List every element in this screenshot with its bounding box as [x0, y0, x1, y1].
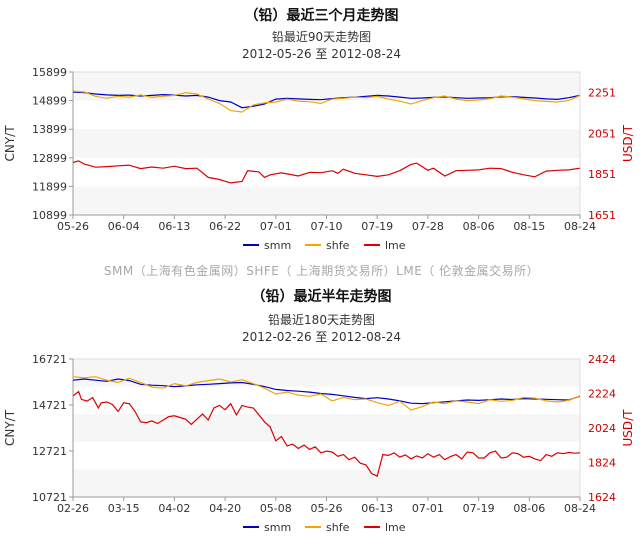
plot-band	[73, 359, 580, 387]
plot-band	[73, 414, 580, 442]
y2-tick-label: 2224	[588, 388, 616, 401]
x-tick-label: 08-24	[564, 220, 596, 233]
y-tick-label: 16721	[32, 353, 67, 366]
y-tick-label: 14899	[32, 95, 67, 108]
legend-label-shfe: shfe	[326, 521, 350, 534]
source-watermark: SMM（上海有色金属网）SHFE（ 上海期货交易所）LME（ 伦敦金属交易所）	[103, 264, 540, 278]
x-tick-label: 06-13	[158, 220, 190, 233]
plot-band	[73, 186, 580, 215]
x-tick-label: 08-24	[564, 502, 596, 515]
x-tick-label: 04-02	[158, 502, 190, 515]
series-line-shfe	[73, 90, 580, 113]
x-tick-label: 04-20	[209, 502, 241, 515]
y2-tick-label: 2024	[588, 422, 616, 435]
x-tick-label: 07-01	[260, 220, 292, 233]
x-tick-label: 06-13	[361, 502, 393, 515]
y2-tick-label: 1824	[588, 457, 616, 470]
chart-180-days: 16721 14721 12721 10721 2424 2224 2024 1824 1624…	[3, 353, 635, 534]
y-axis-title: CNY/T	[3, 125, 17, 162]
chart2-subtitle: 2012-02-26 至 2012-08-24	[241, 330, 402, 344]
plot-band	[73, 469, 580, 497]
legend-label-lme: lme	[385, 239, 406, 252]
x-tick-label: 07-01	[412, 502, 444, 515]
plot-band	[73, 100, 580, 130]
y2-tick-label: 2051	[588, 127, 616, 140]
y2-tick-label: 1651	[588, 209, 616, 222]
y-tick-label: 10721	[32, 491, 67, 504]
x-tick-label: 05-26	[311, 502, 343, 515]
series-line-lme	[73, 390, 580, 477]
series-line-smm	[73, 378, 580, 405]
x-tick-label: 05-08	[260, 502, 292, 515]
legend-label-smm: smm	[264, 521, 291, 534]
y-axis-title: CNY/T	[3, 409, 17, 446]
chart2-title: 铅最近180天走势图	[268, 313, 375, 327]
y2-tick-label: 2251	[588, 86, 616, 99]
legend-label-smm: smm	[264, 239, 291, 252]
chart1-subtitle: 2012-05-26 至 2012-08-24	[241, 47, 402, 61]
x-tick-label: 02-26	[57, 502, 89, 515]
y2-axis-title: USD/T	[621, 124, 635, 162]
x-tick-label: 06-04	[108, 220, 140, 233]
y-tick-label: 11899	[32, 180, 67, 193]
y2-tick-label: 1624	[588, 491, 616, 504]
plot-band	[73, 386, 580, 415]
y-tick-label: 15899	[32, 66, 67, 79]
x-tick-label: 07-19	[463, 502, 495, 515]
legend-label-lme: lme	[385, 521, 406, 534]
series-line-lme	[73, 160, 580, 184]
y2-tick-label: 1851	[588, 168, 616, 181]
x-tick-label: 07-28	[412, 220, 444, 233]
x-tick-label: 08-06	[463, 220, 495, 233]
y-tick-label: 12721	[32, 445, 67, 458]
x-tick-label: 07-10	[311, 220, 343, 233]
chart1-title: 铅最近90天走势图	[271, 30, 372, 44]
y2-axis-title: USD/T	[621, 409, 635, 447]
y-tick-label: 12899	[32, 152, 67, 165]
y-tick-label: 13899	[32, 123, 67, 136]
x-tick-label: 03-15	[108, 502, 140, 515]
y-tick-label: 14721	[32, 399, 67, 412]
heading-three-month: （铅）最近三个月走势图	[244, 8, 399, 24]
series-line-shfe	[73, 376, 580, 411]
x-tick-label: 08-15	[513, 220, 545, 233]
y-tick-label: 10899	[32, 209, 67, 222]
x-tick-label: 05-26	[57, 220, 89, 233]
x-tick-label: 06-22	[209, 220, 241, 233]
plot-band	[73, 129, 580, 158]
plot-band	[73, 72, 580, 101]
x-tick-label: 07-19	[361, 220, 393, 233]
x-tick-label: 08-06	[513, 502, 545, 515]
plot-band	[73, 441, 580, 470]
y2-tick-label: 2424	[588, 353, 616, 366]
legend-label-shfe: shfe	[326, 239, 350, 252]
heading-half-year: （铅）最近半年走势图	[251, 289, 392, 305]
chart-90-days: 15899 14899 13899 12899 11899 10899 2251 2051 18…	[3, 66, 635, 252]
